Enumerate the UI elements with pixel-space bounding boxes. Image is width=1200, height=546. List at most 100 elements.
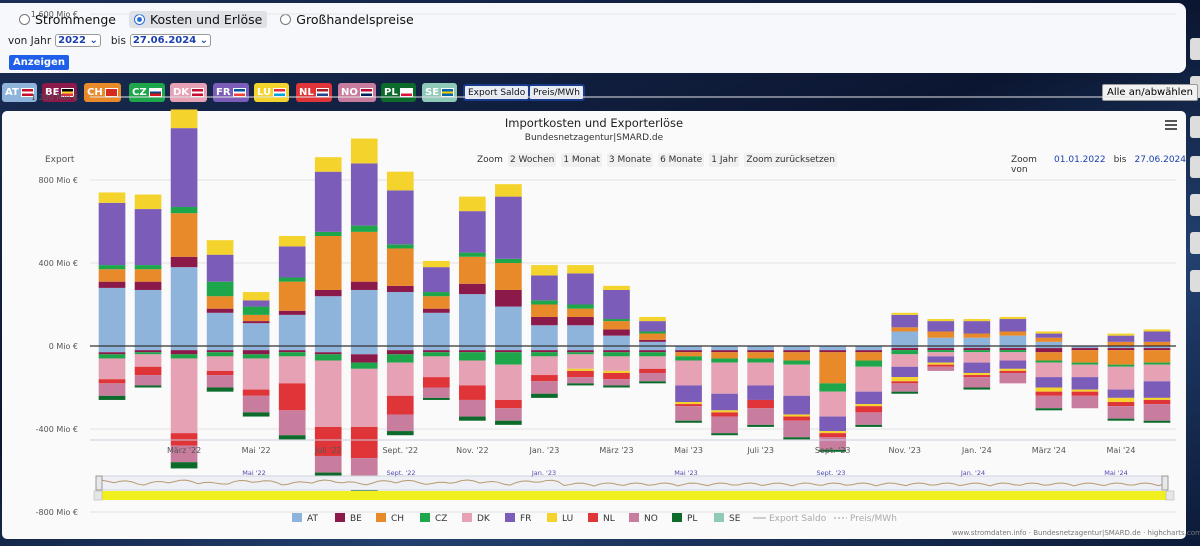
sidebar-tab-7[interactable] — [1190, 270, 1200, 292]
bar-ch-export — [242, 314, 270, 322]
bar-fr-export — [531, 275, 558, 301]
legend-swatch-pl[interactable] — [672, 513, 682, 522]
legend-item-ch[interactable]: CH — [391, 514, 404, 524]
legend-swatch-ch[interactable] — [376, 513, 386, 522]
bar-ch-export — [999, 331, 1027, 336]
bar-be-import — [170, 350, 198, 355]
bar-be-export — [314, 289, 342, 297]
bar-lu-export — [422, 260, 450, 268]
legend-swatch-lu[interactable] — [547, 513, 557, 522]
bar-be-import — [531, 350, 558, 353]
bar-lu-import — [927, 362, 955, 365]
bar-lu-import — [1143, 397, 1171, 400]
country-toggle-be[interactable]: BE — [42, 83, 78, 102]
bar-nl-import — [278, 383, 306, 411]
country-toggle-at[interactable]: AT — [2, 83, 37, 102]
bar-no-import — [603, 379, 630, 386]
to-date-select[interactable]: 27.06.2024 ⌄ — [129, 34, 212, 47]
zoom-reset[interactable]: Zoom zurücksetzen — [744, 153, 837, 167]
legend-item-preismwh[interactable]: Preis/MWh — [850, 514, 897, 524]
navigator-handle-right[interactable] — [1161, 475, 1169, 491]
radio-strommenge[interactable]: Strommenge — [14, 11, 121, 28]
legend-item-nl[interactable]: NL — [603, 514, 615, 524]
radio-grosshandelspreise[interactable]: Großhandelspreise — [275, 11, 418, 28]
legend-item-be[interactable]: BE — [350, 514, 362, 524]
sidebar-tab-1[interactable] — [1190, 38, 1200, 60]
zoom-3-months[interactable]: 3 Monate — [606, 153, 654, 167]
bar-fr-export — [927, 321, 955, 332]
bar-cz-import — [963, 350, 991, 353]
bar-dk-import — [999, 352, 1027, 361]
bar-ch-export — [170, 213, 198, 257]
legend-item-at[interactable]: AT — [307, 514, 318, 524]
bar-ch-export — [495, 263, 522, 290]
y-tick-label: 400 Mio € — [39, 259, 78, 268]
zoom-from-input[interactable]: 01.01.2022 — [1054, 155, 1106, 165]
bar-cz-import — [495, 352, 522, 365]
sidebar-tab-5[interactable] — [1190, 194, 1200, 216]
bar-at-import — [855, 346, 883, 351]
bar-dk-import — [1071, 364, 1099, 378]
legend-swatch-nl[interactable] — [588, 513, 598, 522]
bar-dk-import — [675, 360, 702, 386]
bar-ch-import — [819, 352, 847, 384]
legend-swatch-se[interactable] — [714, 513, 724, 522]
sidebar-tab-4[interactable] — [1190, 156, 1200, 178]
bar-be-export — [242, 321, 270, 324]
zoom-2-weeks[interactable]: 2 Wochen — [507, 153, 557, 167]
legend-item-cz[interactable]: CZ — [435, 514, 447, 524]
legend-swatch-no[interactable] — [629, 513, 639, 522]
zoom-1-year[interactable]: 1 Jahr — [709, 153, 740, 167]
zoom-6-months[interactable]: 6 Monate — [658, 153, 705, 167]
bar-be-import — [98, 352, 126, 355]
bar-be-export — [206, 308, 234, 313]
bar-at-import — [927, 346, 955, 349]
bar-no-import — [999, 372, 1027, 384]
sidebar-tab-3[interactable] — [1190, 116, 1200, 138]
country-code: NO — [341, 87, 358, 98]
bar-dk-import — [1107, 366, 1135, 390]
legend-swatch-at[interactable] — [292, 513, 302, 522]
bar-at-export — [98, 287, 126, 346]
sidebar-tab-6[interactable] — [1190, 232, 1200, 254]
bar-fr-export — [963, 321, 991, 334]
bar-cz-import — [278, 352, 306, 357]
zoom-1-month[interactable]: 1 Monat — [561, 153, 602, 167]
bar-lu-import — [675, 402, 702, 405]
bar-dk-import — [1143, 364, 1171, 382]
bar-be-export — [567, 316, 594, 326]
bar-lu-export — [134, 194, 162, 210]
bar-dk-import — [459, 360, 486, 386]
scrollbar-thumb[interactable] — [102, 491, 1166, 500]
bar-dk-import — [747, 362, 774, 386]
legend-item-se[interactable]: SE — [729, 514, 741, 524]
country-code: FR — [216, 87, 231, 98]
legend-swatch-cz[interactable] — [420, 513, 430, 522]
legend-item-no[interactable]: NO — [644, 514, 658, 524]
legend-item-lu[interactable]: LU — [562, 514, 573, 524]
zoom-label: Zoom — [477, 155, 503, 165]
bar-ch-export — [1143, 341, 1171, 346]
legend-item-pl[interactable]: PL — [687, 514, 697, 524]
bar-pl-import — [1107, 418, 1135, 421]
scroll-right-button[interactable] — [1165, 490, 1175, 501]
bar-cz-export — [639, 331, 666, 334]
bar-ch-export — [963, 333, 991, 338]
legend-item-exportsaldo[interactable]: Export Saldo — [769, 514, 827, 524]
bar-be-import — [675, 350, 702, 353]
legend-item-fr[interactable]: FR — [520, 514, 531, 524]
legend-swatch-be[interactable] — [335, 513, 345, 522]
radio-kosten-erloese[interactable]: Kosten und Erlöse — [128, 11, 268, 28]
navigator-handle-left[interactable] — [95, 475, 103, 491]
menu-icon[interactable] — [1165, 120, 1177, 132]
from-year-select[interactable]: 2022 ⌄ — [55, 34, 101, 47]
show-button[interactable]: Anzeigen — [9, 55, 69, 70]
zoom-to-input[interactable]: 27.06.2024 — [1134, 155, 1186, 165]
legend-item-dk[interactable]: DK — [477, 514, 491, 524]
navigator-label: Jan. '23 — [531, 469, 556, 477]
bar-at-import — [711, 346, 738, 351]
legend-swatch-fr[interactable] — [505, 513, 515, 522]
scroll-left-button[interactable] — [93, 490, 103, 501]
legend-swatch-dk[interactable] — [462, 513, 472, 522]
bar-lu-export — [1035, 331, 1063, 334]
